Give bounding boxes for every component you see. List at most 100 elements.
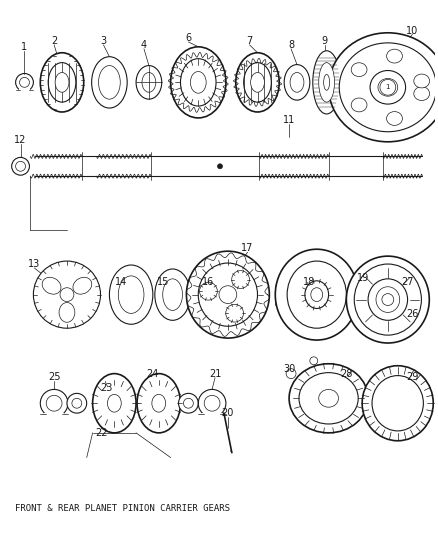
Ellipse shape [73,277,92,294]
Ellipse shape [180,59,216,106]
Text: 2: 2 [51,36,57,46]
Ellipse shape [236,53,279,112]
Ellipse shape [372,376,424,431]
Text: 11: 11 [283,115,295,125]
Ellipse shape [290,72,304,92]
Ellipse shape [107,394,121,412]
Ellipse shape [55,72,69,92]
Ellipse shape [362,366,433,441]
Text: 9: 9 [321,36,328,46]
Bar [202,413,222,421]
Circle shape [72,398,82,408]
Text: 10: 10 [406,26,419,36]
Ellipse shape [191,71,206,93]
Text: 19: 19 [357,273,369,283]
Text: 1: 1 [385,84,390,90]
Ellipse shape [275,249,358,340]
Ellipse shape [339,43,436,132]
Text: FRONT & REAR PLANET PINION CARRIER GEARS: FRONT & REAR PLANET PINION CARRIER GEARS [14,504,230,513]
Ellipse shape [376,287,400,312]
Bar [387,296,397,303]
Text: 25: 25 [48,372,60,382]
Text: 4: 4 [141,40,147,50]
Text: 16: 16 [202,277,214,287]
Ellipse shape [346,256,429,343]
Ellipse shape [284,64,310,100]
Circle shape [310,357,318,365]
Ellipse shape [152,394,166,412]
Ellipse shape [171,47,226,118]
Text: 8: 8 [288,40,294,50]
Ellipse shape [387,49,403,63]
Text: 21: 21 [209,369,221,378]
Ellipse shape [328,33,438,142]
Circle shape [67,393,87,413]
Text: 28: 28 [340,369,353,378]
Text: 13: 13 [28,259,40,269]
Ellipse shape [289,364,368,433]
Ellipse shape [319,390,339,407]
Ellipse shape [299,373,358,424]
Ellipse shape [370,70,406,104]
Ellipse shape [351,98,367,112]
Ellipse shape [387,111,403,125]
Text: 15: 15 [156,277,169,287]
Ellipse shape [324,75,329,90]
Text: 17: 17 [241,243,254,253]
Ellipse shape [42,277,61,294]
Text: 3: 3 [100,36,106,46]
Text: 29: 29 [406,372,419,382]
Ellipse shape [357,278,383,311]
Ellipse shape [187,251,269,338]
Circle shape [200,282,217,300]
Circle shape [232,271,250,288]
Text: 7: 7 [247,36,253,46]
Text: 22: 22 [95,428,108,438]
Ellipse shape [351,63,367,77]
Ellipse shape [136,66,162,99]
Ellipse shape [40,53,84,112]
Text: 27: 27 [401,277,414,287]
Ellipse shape [142,72,156,92]
Ellipse shape [251,72,265,92]
Ellipse shape [394,290,402,300]
Circle shape [60,288,74,302]
Ellipse shape [287,261,346,328]
Circle shape [33,261,101,328]
Circle shape [219,286,237,303]
Ellipse shape [48,62,76,102]
Text: 23: 23 [100,383,113,393]
Ellipse shape [99,66,120,99]
Ellipse shape [313,51,340,114]
Text: 6: 6 [185,33,191,43]
Circle shape [179,393,198,413]
Ellipse shape [414,74,430,88]
Text: 26: 26 [406,309,419,319]
Ellipse shape [305,281,328,309]
Circle shape [12,157,29,175]
Bar [18,88,30,94]
Text: 20: 20 [222,408,234,418]
Text: 30: 30 [283,364,295,374]
Circle shape [226,304,244,322]
Ellipse shape [414,87,430,101]
Ellipse shape [364,287,376,303]
Ellipse shape [198,263,258,326]
Ellipse shape [244,62,271,102]
Ellipse shape [155,269,191,320]
Ellipse shape [368,279,408,320]
Circle shape [16,161,25,171]
Ellipse shape [137,374,180,433]
Ellipse shape [390,285,406,304]
Bar [44,413,64,421]
Ellipse shape [59,303,75,322]
Ellipse shape [92,374,136,433]
Text: 1: 1 [21,42,28,52]
Circle shape [286,369,296,378]
Ellipse shape [378,78,398,96]
Ellipse shape [92,56,127,108]
Circle shape [218,164,223,169]
Ellipse shape [110,265,153,324]
Ellipse shape [163,279,183,310]
Circle shape [184,398,193,408]
